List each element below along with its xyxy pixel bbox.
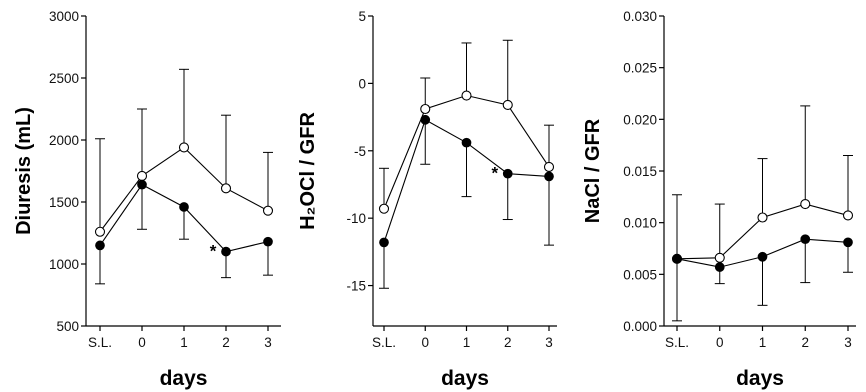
series-1 [378,39,555,214]
filled-circle-marker [461,137,472,148]
y-tick-label: 0.015 [623,164,657,179]
x-tick-label: 0 [716,335,724,350]
x-tick-label: 0 [138,335,146,350]
x-tick-label: S.L. [372,335,396,350]
y-tick-label: -15 [346,279,366,294]
y-axis-title: Diuresis (mL) [13,107,35,235]
y-tick-label: 0.000 [623,319,657,334]
open-circle-marker [800,199,811,210]
series-2 [379,114,554,289]
x-tick-label: 0 [421,335,429,350]
open-circle-marker [220,183,232,194]
y-tick-label: 500 [56,319,79,334]
y-tick-label: 0.025 [623,61,657,76]
x-tick-label: 2 [222,335,230,350]
open-circle-marker [94,226,106,237]
open-circle-marker [842,210,854,221]
open-circle-marker [178,142,190,153]
filled-circle-marker [843,237,853,248]
filled-circle-marker [379,237,389,248]
y-tick-label: 0.020 [623,112,657,127]
y-tick-label: 0.010 [623,216,657,231]
open-circle-marker [262,205,274,216]
x-axis-title: days [736,367,784,390]
y-tick-label: 0.005 [623,267,657,282]
series-1 [94,68,274,237]
x-axis-title: days [160,367,208,390]
filled-circle-marker [800,234,811,245]
open-circle-marker [502,99,513,111]
series-2 [672,234,853,322]
open-circle-marker [136,170,148,182]
filled-circle-marker [263,236,273,247]
series-1 [671,105,854,264]
y-tick-label: 2500 [49,71,79,86]
filled-circle-marker [137,179,147,190]
y-tick-label: 0 [358,76,366,91]
significance-star: * [491,164,498,183]
x-tick-label: 3 [264,335,272,350]
filled-circle-marker [714,262,725,272]
y-axis-title: NaCl / GFR [582,118,604,223]
x-tick-label: 2 [504,335,512,350]
chart-panel-3: 0.000 0.005 0.010 0.015 0.020 0.025 0.030 S.L. 0… [582,9,856,390]
open-circle-marker [757,212,768,223]
filled-circle-marker [544,171,554,182]
open-circle-marker [543,161,555,173]
series-2 [95,179,273,285]
x-tick-label: 1 [759,335,767,350]
chart-panel-2: -15 -10 -5 0 5 S.L. 0 1 2 3 days H₂OCl / GFR * [297,9,557,390]
y-tick-label: -10 [346,211,366,226]
y-tick-label: 5 [358,9,366,24]
x-axis-title: days [441,367,489,390]
filled-circle-marker [672,253,682,264]
significance-star: * [210,242,217,261]
filled-circle-marker [757,251,768,262]
filled-circle-marker [221,246,231,257]
y-tick-label: 2000 [49,133,79,148]
x-tick-label: 3 [844,335,852,350]
x-tick-label: S.L. [665,335,689,350]
x-tick-label: 2 [801,335,809,350]
chart-panel-1: 500 1000 1500 2000 2500 3000 S.L. 0 1 2 3 days Diure… [13,9,281,390]
y-tick-label: 1000 [49,257,79,272]
x-tick-label: 3 [545,335,553,350]
y-axis-title: H₂OCl / GFR [297,112,319,230]
filled-circle-marker [502,168,513,179]
open-circle-marker [378,203,390,214]
filled-circle-marker [420,114,431,125]
y-tick-label: 1500 [49,195,79,210]
x-tick-label: 1 [463,335,471,350]
filled-circle-marker [179,202,189,212]
y-tick-label: 3000 [49,9,79,24]
open-circle-marker [461,90,472,101]
x-tick-label: 1 [180,335,188,350]
open-circle-marker [714,252,725,263]
x-tick-label: S.L. [88,335,112,350]
y-tick-label: -5 [354,144,366,159]
filled-circle-marker [95,240,105,251]
open-circle-marker [420,103,431,115]
y-tick-label: 0.030 [623,9,657,24]
